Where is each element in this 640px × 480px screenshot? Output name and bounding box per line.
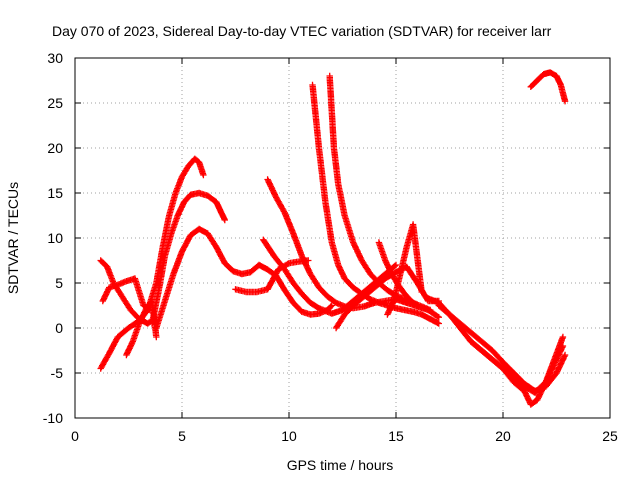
x-tick-label: 25 — [602, 428, 618, 444]
series-17 — [527, 69, 569, 105]
series-0-markers — [97, 155, 207, 372]
y-tick-label: 0 — [55, 320, 63, 336]
x-tick-label: 10 — [281, 428, 297, 444]
series-12-markers — [375, 239, 421, 309]
y-tick-label: 15 — [47, 185, 63, 201]
y-tick-label: 20 — [47, 140, 63, 156]
x-tick-label: 5 — [178, 428, 186, 444]
y-tick-label: 5 — [55, 275, 63, 291]
series-13 — [384, 221, 425, 318]
x-axis-label: GPS time / hours — [287, 457, 394, 473]
series-9-markers — [309, 81, 442, 327]
series-4 — [99, 275, 154, 314]
plot-data — [97, 69, 569, 408]
y-tick-label: -5 — [51, 365, 64, 381]
axis-ticks: 0 5 10 15 20 25 -10 -5 0 5 10 15 20 25 30 — [43, 50, 618, 444]
series-2-markers — [153, 225, 335, 332]
y-tick-label: -10 — [43, 410, 63, 426]
x-tick-label: 15 — [388, 428, 404, 444]
series-11 — [332, 263, 442, 332]
series-13-markers — [384, 221, 425, 318]
grid-lines — [75, 58, 610, 418]
y-tick-label: 10 — [47, 230, 63, 246]
series-9 — [309, 81, 442, 327]
series-4-markers — [99, 275, 154, 314]
y-tick-label: 25 — [47, 95, 63, 111]
series-12 — [375, 239, 421, 309]
chart-title: Day 070 of 2023, Sidereal Day-to-day VTE… — [52, 23, 552, 39]
series-16 — [467, 333, 567, 408]
series-0 — [97, 155, 207, 372]
series-2 — [153, 225, 335, 332]
x-tick-label: 0 — [71, 428, 79, 444]
series-11-markers — [332, 263, 442, 332]
series-16-markers — [467, 333, 567, 408]
y-axis-label: SDTVAR / TECUs — [5, 182, 21, 294]
series-17-markers — [527, 69, 569, 105]
series-5-markers — [123, 297, 160, 359]
series-5 — [123, 297, 160, 359]
x-tick-label: 20 — [495, 428, 511, 444]
y-tick-label: 30 — [47, 50, 63, 66]
